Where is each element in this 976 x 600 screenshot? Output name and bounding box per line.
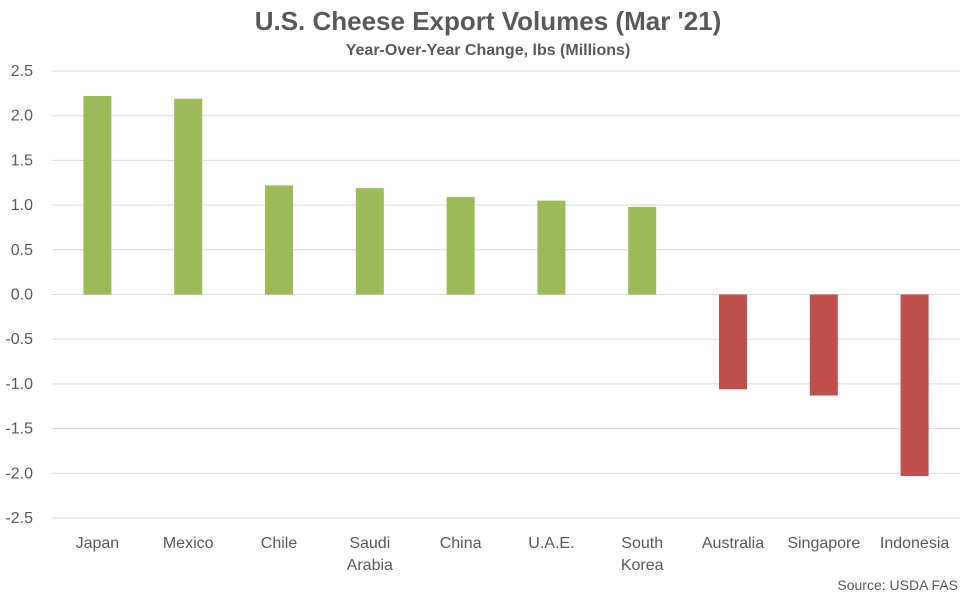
bar: [809, 294, 838, 396]
bar: [628, 206, 657, 295]
y-tick-label: -0.5: [5, 331, 33, 348]
y-tick-label: 2.0: [11, 108, 33, 125]
bar: [355, 188, 384, 295]
bar: [900, 294, 929, 476]
y-tick-label: -1.5: [5, 421, 33, 438]
x-tick-label: China: [440, 535, 482, 552]
x-tick-label: Australia: [702, 535, 764, 552]
y-tick-label: 0.0: [11, 287, 33, 304]
bar: [83, 96, 112, 295]
x-tick-label: Chile: [261, 535, 298, 552]
y-tick-label: 1.5: [11, 152, 33, 169]
chart-title: U.S. Cheese Export Volumes (Mar '21): [254, 6, 722, 36]
x-tick-label: U.A.E.: [528, 535, 574, 552]
bar: [174, 98, 203, 295]
x-tick-label: Japan: [76, 535, 120, 552]
bar: [265, 185, 293, 295]
chart-subtitle: Year-Over-Year Change, lbs (Millions): [345, 42, 631, 59]
source-note: Source: USDA FAS: [837, 577, 958, 593]
bar: [446, 197, 475, 295]
x-tick-label: Korea: [621, 557, 664, 574]
y-tick-label: -2.5: [5, 510, 33, 527]
x-tick-label: Mexico: [163, 535, 214, 552]
x-tick-label: Indonesia: [880, 535, 949, 552]
x-tick-label: South: [621, 535, 663, 552]
y-tick-label: -2.0: [5, 465, 33, 482]
bar: [537, 200, 566, 295]
y-tick-label: -1.0: [5, 376, 33, 393]
y-tick-label: 0.5: [11, 242, 33, 259]
y-tick-label: 2.5: [11, 63, 33, 80]
x-tick-label: Saudi: [349, 535, 390, 552]
x-tick-label: Arabia: [347, 557, 393, 574]
bar: [719, 294, 747, 390]
x-tick-label: Singapore: [787, 535, 860, 552]
y-tick-label: 1.0: [11, 197, 33, 214]
